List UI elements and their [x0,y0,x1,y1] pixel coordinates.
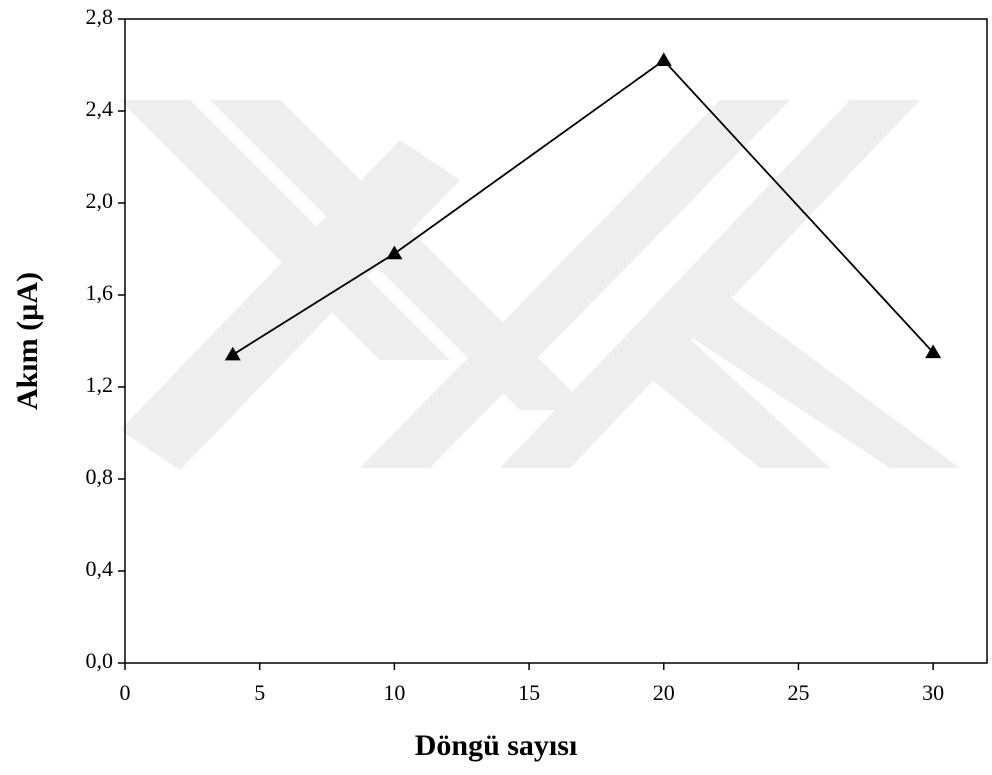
data-line [232,59,934,356]
data-point [386,245,403,260]
data-point [655,52,672,66]
y-tick-label: 0,4 [86,556,114,581]
y-tick-label: 0,8 [86,464,114,489]
y-tick-label: 2,8 [86,4,114,29]
watermark [120,100,960,470]
data-point [224,346,241,361]
plot-frame [124,18,988,664]
x-tick-label: 25 [787,680,809,705]
x-tick-label: 10 [383,680,405,705]
data-point [925,344,942,359]
x-tick-label: 5 [254,680,265,705]
x-tick-label: 15 [518,680,540,705]
x-axis-label: Döngü sayısı [415,729,578,762]
y-tick-label: 2,4 [86,96,114,121]
y-tick-label: 2,0 [86,188,114,213]
y-tick-label: 1,2 [86,372,114,397]
x-tick-label: 20 [653,680,675,705]
y-axis-label: Akım (µA) [11,272,44,410]
y-tick-label: 0,0 [86,648,114,673]
y-tick-label: 1,6 [86,280,114,305]
x-tick-label: 0 [120,680,131,705]
x-tick-label: 30 [922,680,944,705]
